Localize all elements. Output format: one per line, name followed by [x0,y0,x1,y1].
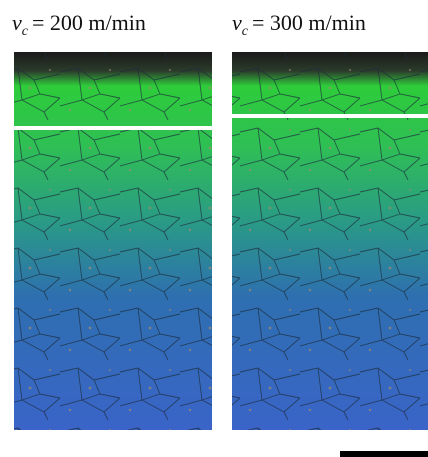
figure: vc= 200 m/min vc= 300 m/min [0,0,428,457]
symbol: v [12,10,22,35]
grain-boundaries [232,52,428,430]
boundary-line [232,114,428,118]
symbol: v [232,10,242,35]
boundary-line [14,126,212,130]
panel-label: vc= 300 m/min [232,10,366,39]
panel-label: vc= 200 m/min [12,10,146,39]
subscript: c [22,24,29,39]
label-text: = 300 m/min [252,10,366,35]
grain-boundaries [14,52,212,430]
subscript: c [242,24,249,39]
label-text: = 200 m/min [32,10,146,35]
page: vc= 200 m/min vc= 300 m/min (() => { con… [0,0,428,457]
panel-2: vc= 300 m/min [232,10,428,430]
panel-1: vc= 200 m/min [12,10,212,430]
scale-bar [340,451,428,457]
